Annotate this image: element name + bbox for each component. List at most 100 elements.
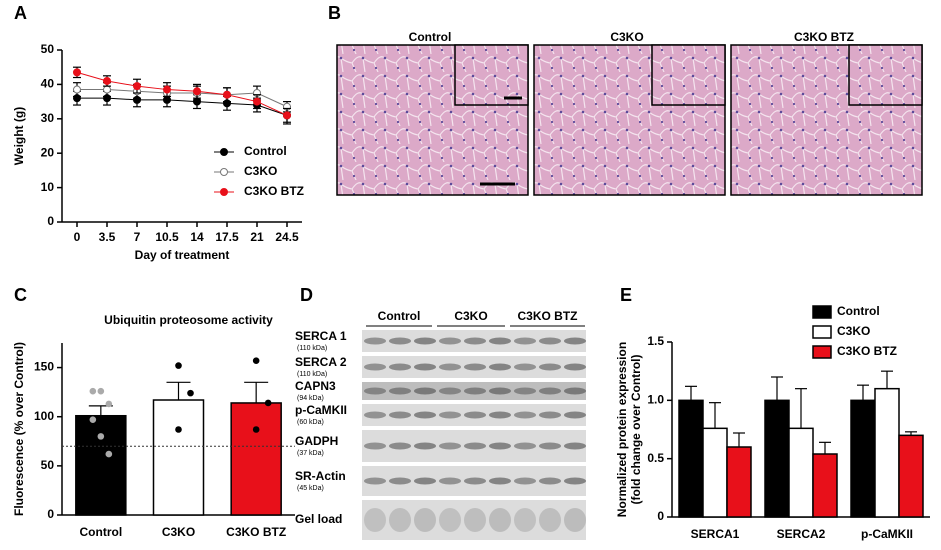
blot-band: [464, 477, 486, 485]
row-label: GADPH: [295, 434, 338, 448]
inset: [651, 44, 726, 106]
marker: [103, 76, 111, 85]
panel-label: B: [328, 3, 341, 23]
blot-band: [364, 363, 386, 371]
series-line: [77, 89, 288, 108]
data-point: [252, 426, 260, 433]
row-size: (110 kDa): [297, 371, 327, 378]
blot-band: [439, 363, 461, 371]
y-tick-label: 1.5: [647, 334, 664, 348]
bar: [230, 402, 282, 516]
blot-band: [539, 411, 561, 419]
x-tick-label: 24.5: [275, 230, 299, 244]
data-point: [97, 387, 105, 395]
blot-band: [439, 411, 461, 419]
image-label: Control: [409, 30, 452, 44]
blot-band: [414, 337, 436, 345]
blot-band: [539, 477, 561, 485]
blot-band: [364, 387, 386, 395]
blot-band: [364, 337, 386, 345]
x-tick-label: SERCA2: [777, 527, 826, 541]
blot-band: [439, 387, 461, 395]
legend-label: C3KO: [244, 164, 277, 178]
data-point: [252, 357, 260, 364]
marker: [223, 90, 231, 99]
legend-label: C3KO BTZ: [244, 184, 304, 198]
data-point: [175, 362, 182, 369]
blot-band: [514, 442, 536, 450]
x-tick-label: 7: [134, 230, 141, 244]
blot-band: [514, 363, 536, 371]
y-axis-label: Fluorescence (% over Control): [12, 342, 26, 516]
blot-band: [439, 337, 461, 345]
blot-band: [464, 442, 486, 450]
blot-band: [564, 387, 586, 395]
blot-band: [389, 508, 411, 532]
y-tick-label: 50: [41, 42, 55, 56]
row-label: SERCA 2: [295, 355, 347, 369]
image-label: C3KO: [610, 30, 643, 44]
data-point: [105, 450, 113, 458]
y-axis-label: (fold change over Control): [629, 354, 643, 504]
blot-band: [364, 508, 386, 532]
inset: [454, 44, 529, 106]
blot-band: [414, 363, 436, 371]
blot-band: [564, 477, 586, 485]
blot-band: [389, 387, 411, 395]
marker: [283, 111, 291, 120]
bar: [788, 427, 814, 518]
group-label: Control: [378, 309, 421, 323]
bar: [764, 399, 790, 518]
legend-marker: [220, 188, 228, 196]
bar: [898, 434, 924, 518]
data-point: [175, 426, 182, 433]
blot-band: [414, 477, 436, 485]
row-label: SERCA 1: [295, 329, 347, 343]
x-axis-label: Day of treatment: [135, 248, 230, 262]
row-label: p-CaMKII: [295, 403, 347, 417]
data-point: [264, 399, 272, 407]
y-tick-label: 40: [41, 77, 55, 91]
bar: [812, 453, 838, 518]
row-size: (60 kDa): [297, 419, 324, 426]
blot-band: [514, 411, 536, 419]
y-tick-label: 1.0: [647, 393, 664, 407]
y-tick-label: 50: [41, 458, 55, 472]
bar: [850, 399, 876, 518]
row-size: (37 kDa): [297, 450, 324, 457]
blot-band: [564, 337, 586, 345]
blot-band: [439, 508, 461, 532]
blot-band: [514, 337, 536, 345]
row-label: Gel load: [295, 512, 342, 526]
y-tick-label: 20: [41, 145, 55, 159]
blot-band: [414, 387, 436, 395]
x-tick-label: Control: [80, 525, 123, 539]
blot-band: [539, 442, 561, 450]
marker: [163, 85, 171, 94]
x-tick-label: 17.5: [215, 230, 239, 244]
legend-swatch: [812, 305, 832, 319]
y-tick-label: 100: [34, 409, 54, 423]
blot-band: [539, 363, 561, 371]
legend-label: Control: [837, 304, 880, 318]
row-size: (45 kDa): [297, 485, 324, 492]
panel-label: C: [14, 285, 27, 305]
series-line: [76, 71, 288, 116]
y-tick-label: 150: [34, 360, 54, 374]
legend-marker: [220, 148, 228, 156]
chart-title: Ubiquitin proteosome activity: [104, 313, 273, 327]
x-tick-label: 3.5: [99, 230, 116, 244]
legend-swatch: [812, 325, 832, 339]
blot-band: [564, 442, 586, 450]
panel-label: E: [620, 285, 632, 305]
blot-band: [364, 442, 386, 450]
blot-band: [414, 411, 436, 419]
blot-band: [464, 363, 486, 371]
blot-band: [489, 337, 511, 345]
blot-band: [389, 337, 411, 345]
blot-band: [464, 387, 486, 395]
blot-band: [489, 363, 511, 371]
data-point: [89, 387, 97, 395]
group-label: C3KO: [454, 309, 487, 323]
blot-band: [439, 477, 461, 485]
